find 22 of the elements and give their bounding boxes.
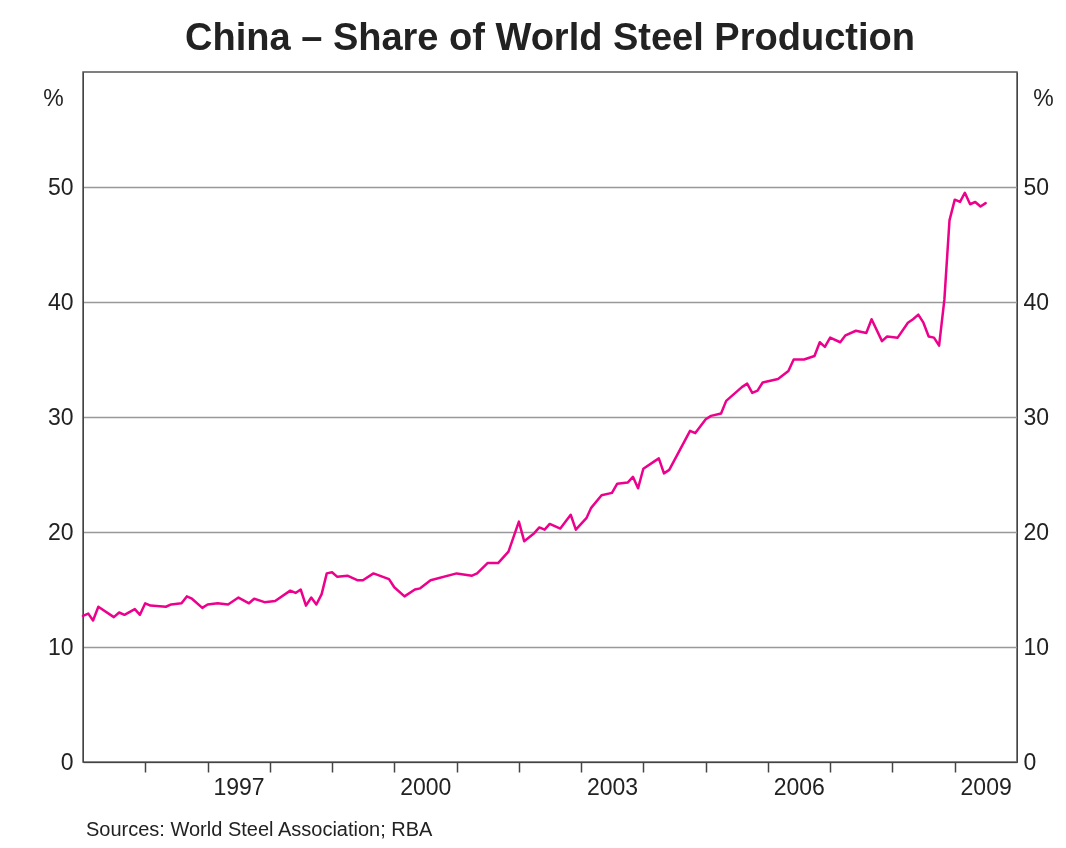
source-note: Sources: World Steel Association; RBA — [86, 818, 433, 841]
y-tick-label: 50 — [47, 173, 74, 200]
y-axis-title: % — [43, 84, 64, 111]
y-tick-label: 0 — [60, 748, 74, 775]
y2-tick-label: 0 — [1023, 748, 1037, 775]
y2-tick-label: 20 — [1023, 518, 1050, 545]
y-tick-label: 30 — [47, 403, 74, 430]
y2-tick-label: 30 — [1023, 403, 1050, 430]
y-tick-label: 20 — [47, 518, 74, 545]
x-tick-label: 2006 — [773, 773, 825, 800]
x-tick-label: 1997 — [213, 773, 265, 800]
y2-tick-label: 40 — [1023, 288, 1050, 315]
line-series — [81, 191, 987, 622]
y2-tick-label: 10 — [1023, 633, 1050, 660]
x-tick-label: 2000 — [400, 773, 452, 800]
chart-title: China – Share of World Steel Production — [185, 16, 915, 58]
y2-tick-label: 50 — [1023, 173, 1050, 200]
y-tick-label: 10 — [47, 633, 74, 660]
y-tick-label: 40 — [47, 288, 74, 315]
x-tick-label: 2009 — [960, 773, 1012, 800]
x-tick-label: 2003 — [586, 773, 639, 800]
y2-axis-title: % — [1033, 84, 1054, 111]
